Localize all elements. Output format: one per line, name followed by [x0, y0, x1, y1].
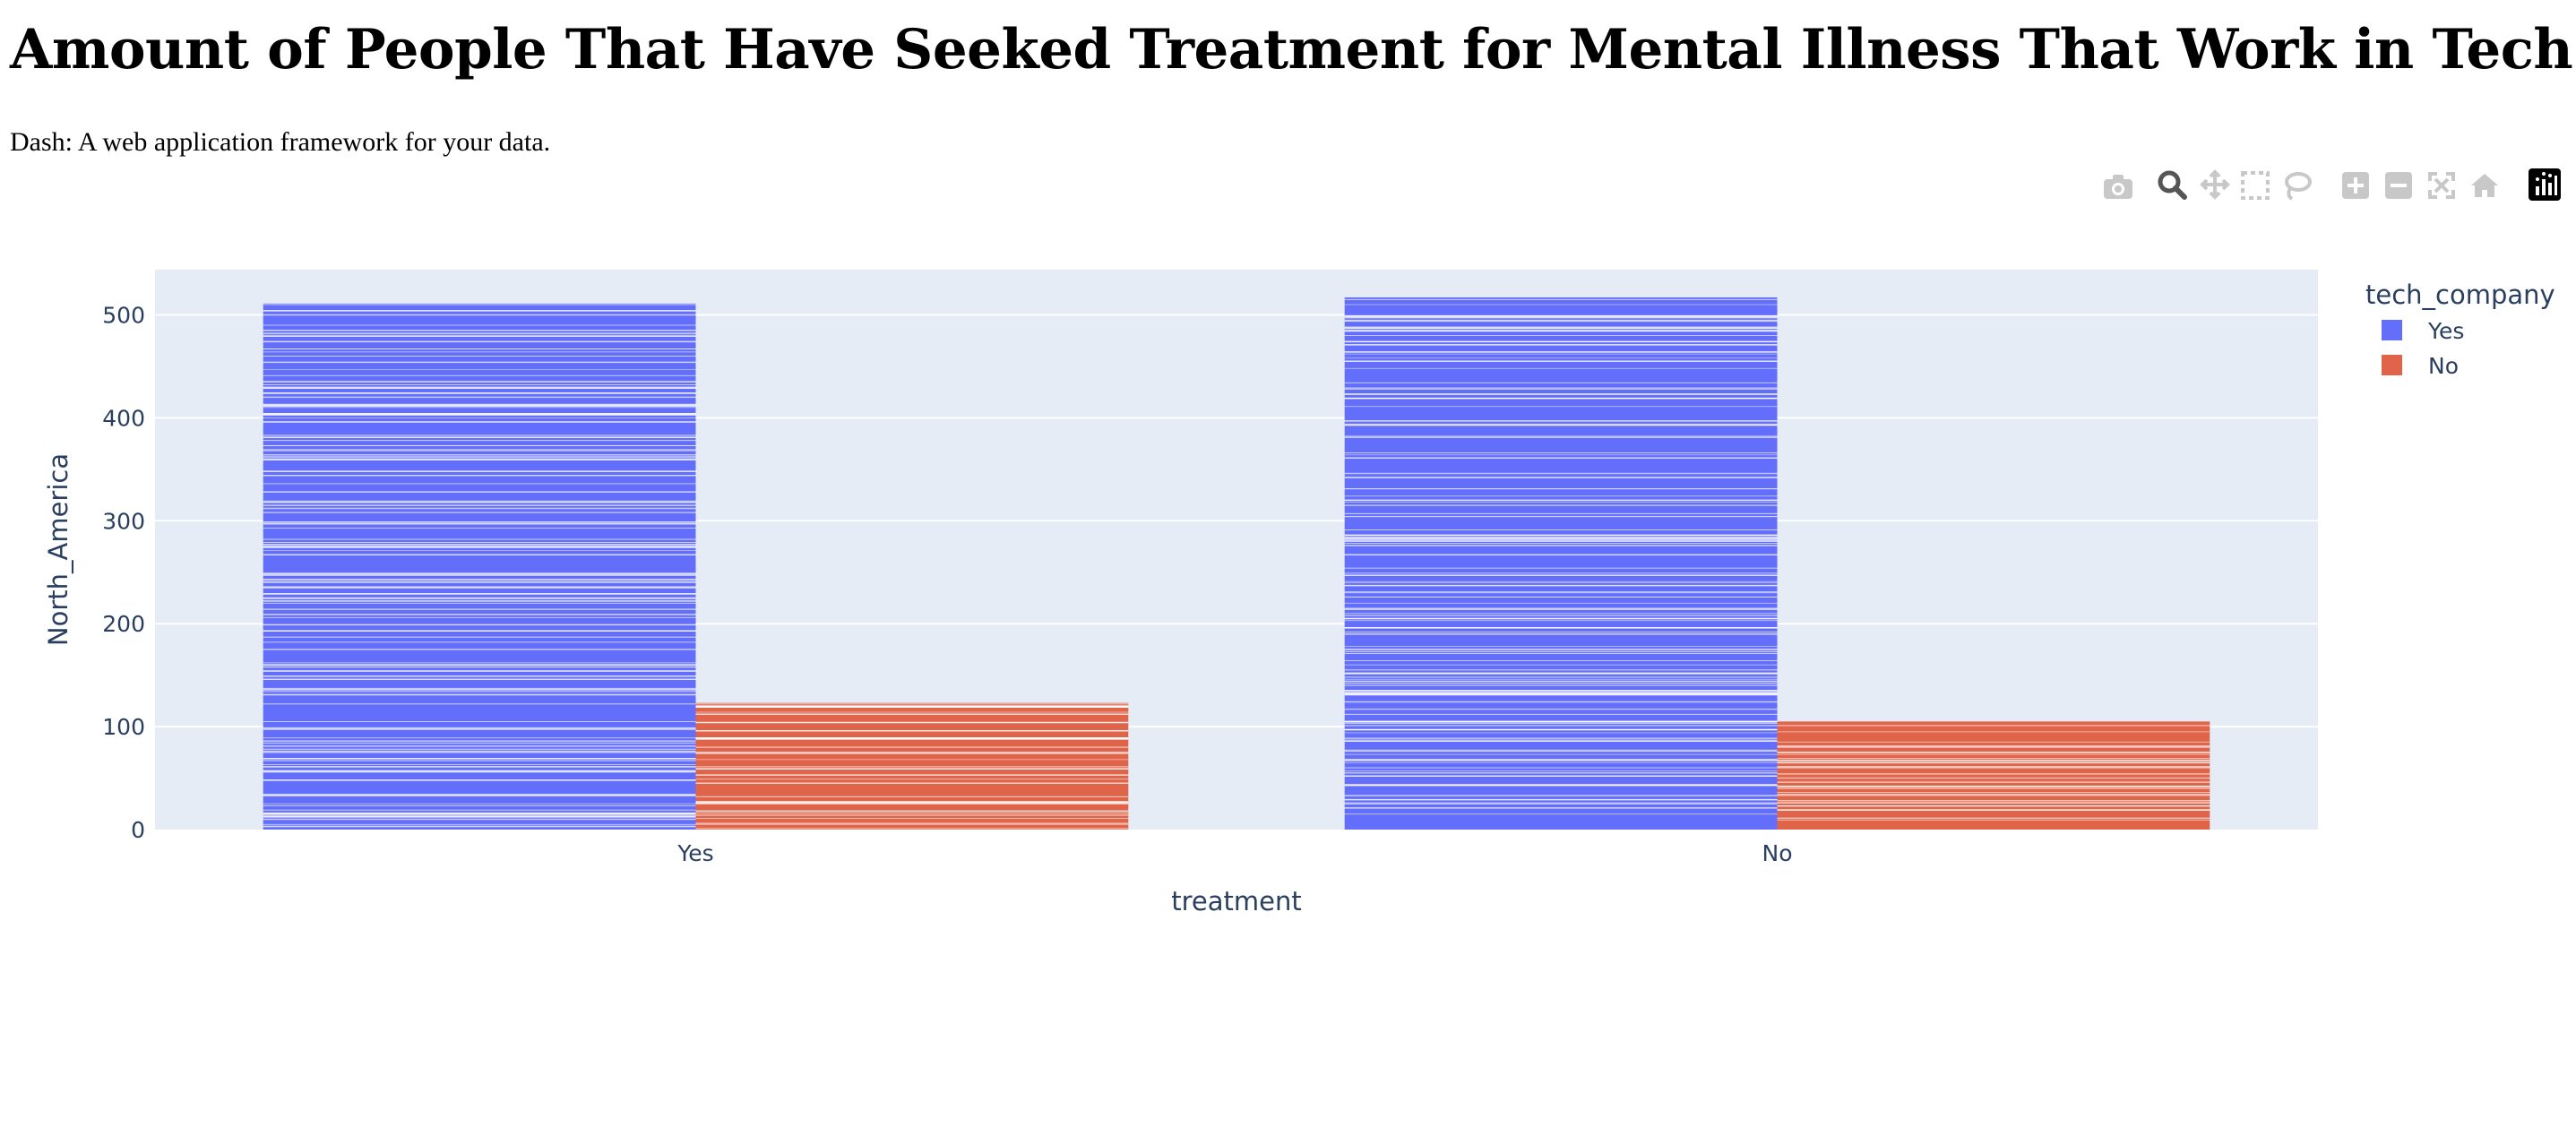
legend-label: Yes: [2427, 318, 2464, 344]
legend-label: No: [2428, 353, 2459, 379]
x-tick-label: Yes: [676, 840, 713, 866]
x-tick-labels: Yes No: [676, 840, 1792, 866]
reset-axes-icon[interactable]: [2471, 174, 2498, 197]
box-select-icon[interactable]: [2241, 171, 2270, 200]
zoom-out-icon[interactable]: [2385, 172, 2412, 199]
camera-icon[interactable]: [2104, 175, 2132, 199]
pan-icon[interactable]: [2200, 169, 2230, 200]
y-tick-label: 100: [102, 714, 145, 740]
legend-swatch: [2382, 355, 2402, 375]
legend-item-no[interactable]: No: [2382, 353, 2459, 379]
bar-segment-lines: [695, 703, 1129, 830]
bars: [263, 297, 2210, 830]
y-tick-label: 500: [102, 303, 145, 329]
x-axis-title: treatment: [1171, 886, 1301, 916]
legend-item-yes[interactable]: Yes: [2382, 318, 2464, 344]
y-axis-title: North_America: [43, 453, 73, 646]
lasso-select-icon[interactable]: [2285, 172, 2312, 201]
zoom-in-icon[interactable]: [2342, 172, 2369, 199]
modebar: [2104, 168, 2561, 201]
legend-swatch: [2382, 320, 2402, 340]
bar-yes-yes[interactable]: [263, 303, 696, 830]
bar-no-no[interactable]: [1777, 721, 2210, 830]
y-tick-label: 200: [102, 611, 145, 637]
plotly-logo-icon[interactable]: [2529, 168, 2561, 201]
autoscale-icon[interactable]: [2428, 172, 2455, 199]
y-tick-label: 0: [131, 817, 145, 843]
bar-segment-lines: [1777, 725, 2210, 822]
x-tick-label: No: [1762, 840, 1793, 866]
page-subtitle: Dash: A web application framework for yo…: [10, 127, 551, 157]
zoom-icon[interactable]: [2158, 170, 2187, 200]
bar-no-yes[interactable]: [695, 702, 1129, 830]
y-tick-label: 300: [102, 508, 145, 534]
bar-segment-lines: [263, 304, 696, 828]
legend-title: tech_company: [2365, 280, 2555, 310]
legend: tech_company Yes No: [2365, 280, 2555, 379]
page-title: Amount of People That Have Seeked Treatm…: [10, 18, 2573, 82]
y-tick-labels: 0 100 200 300 400 500: [102, 303, 145, 844]
bar-segment-lines: [1344, 298, 1778, 815]
bar-chart: 0 100 200 300 400 500 Yes No treatment North_A…: [43, 168, 2561, 916]
y-tick-label: 400: [102, 405, 145, 431]
